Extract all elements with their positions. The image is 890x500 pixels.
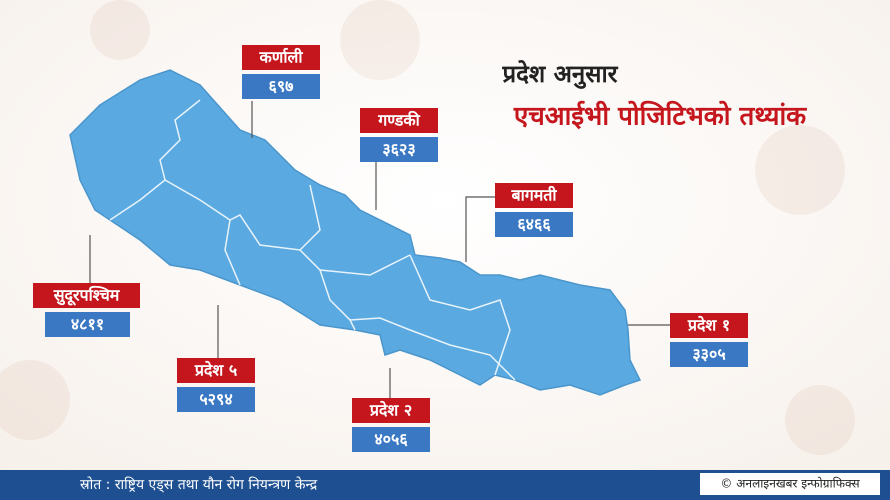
province-name: कर्णाली: [259, 48, 304, 67]
value-box: [352, 427, 430, 452]
province-value: ३३०५: [692, 345, 725, 364]
province-borders: [109, 99, 516, 381]
title: प्रदेश अनुसार: [502, 60, 619, 89]
province-value: ५२९४: [199, 390, 232, 409]
province-name: बागमती: [510, 186, 557, 205]
value-box: [670, 342, 748, 367]
nepal-map: [69, 69, 642, 396]
value-box: [45, 312, 130, 337]
value-box: [360, 137, 438, 162]
value-box: [495, 212, 573, 237]
province-name: सुदूरपश्चिम: [53, 286, 121, 307]
province-name: प्रदेश १: [687, 316, 730, 335]
province-name: गण्डकी: [377, 111, 420, 130]
subtitle: एचआईभी पोजिटिभको तथ्यांक: [513, 101, 807, 132]
province-labels: कर्णाली ६९७ गण्डकी ३६२३ बागमती ६४६६ सुदूरपश्चि…: [33, 45, 748, 452]
virus-decoration: [0, 0, 855, 455]
province-value: ३६२३: [382, 140, 415, 159]
map-outline: [69, 69, 642, 396]
province-name: प्रदेश २: [369, 401, 412, 420]
province-name: प्रदेश ५: [194, 361, 237, 380]
credit: © अनलाइनखबर इन्फोग्राफिक्स: [720, 477, 860, 491]
name-box: [352, 398, 430, 423]
value-box: [242, 74, 320, 99]
credit-box: [700, 473, 880, 495]
name-box: [242, 45, 320, 70]
province-value: ४०५६: [374, 430, 408, 449]
value-box: [177, 387, 255, 412]
source: स्रोत : राष्ट्रिय एड्स तथा यौन रोग नियन्…: [80, 476, 318, 493]
name-box: [177, 358, 255, 383]
province-value: ४८११: [71, 315, 104, 334]
province-value: ६९७: [269, 77, 294, 96]
name-box: [670, 313, 748, 338]
leader-line: [465, 196, 495, 262]
name-box: [33, 283, 140, 308]
province-value: ६४६६: [517, 215, 551, 234]
name-box: [360, 108, 438, 133]
name-box: [495, 183, 573, 208]
